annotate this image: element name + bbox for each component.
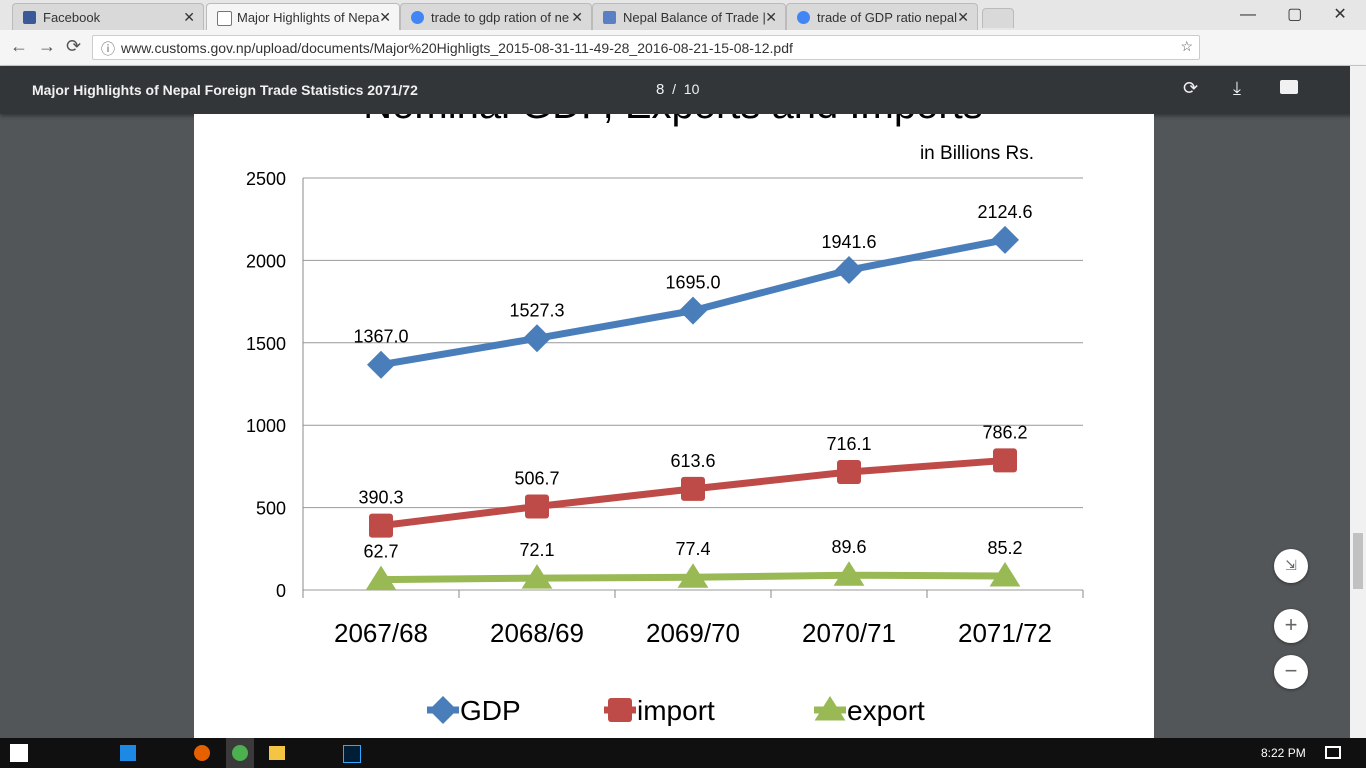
- app-icon[interactable]: [269, 746, 285, 760]
- data-label: 390.3: [358, 488, 403, 508]
- window-controls[interactable]: — ▢ ✕: [1240, 6, 1347, 23]
- notifications[interactable]: [1325, 746, 1341, 759]
- marker: [835, 256, 863, 285]
- marker: [837, 459, 861, 484]
- scrollbar[interactable]: [1350, 66, 1366, 738]
- scroll-thumb[interactable]: [1353, 533, 1363, 589]
- y-tick-label: 2500: [246, 169, 286, 189]
- y-tick-label: 1000: [246, 416, 286, 436]
- marker: [993, 448, 1017, 473]
- page-separator: /: [672, 81, 677, 97]
- data-label: 89.6: [831, 537, 866, 557]
- taskbar: 8:22 PM: [0, 738, 1366, 768]
- y-tick-label: 2000: [246, 251, 286, 271]
- unit-label: in Billions Rs.: [920, 143, 1034, 164]
- address-bar[interactable]: ⓘ www.customs.gov.np/upload/documents/Maj…: [92, 35, 1200, 60]
- x-tick-label: 2069/70: [646, 618, 740, 648]
- y-tick-label: 500: [256, 499, 286, 519]
- legend-label: GDP: [460, 695, 521, 726]
- data-label: 1367.0: [353, 327, 408, 347]
- page-indicator: 8 / 10: [656, 81, 699, 98]
- marker: [369, 513, 393, 538]
- tab[interactable]: trade to gdp ration of ne ✕: [400, 3, 592, 30]
- marker: [365, 565, 397, 591]
- info-icon: ⓘ: [101, 41, 115, 57]
- y-tick-label: 0: [276, 581, 286, 601]
- legend-label: export: [847, 695, 925, 726]
- x-tick-label: 2071/72: [958, 618, 1052, 648]
- chart: Nominal GDP, Exports and Imports in Bill…: [246, 83, 1084, 726]
- marker: [679, 296, 707, 325]
- data-label: 85.2: [987, 538, 1022, 558]
- clock[interactable]: 8:22 PM: [1261, 746, 1306, 760]
- data-label: 1941.6: [821, 232, 876, 252]
- download-button[interactable]: ⤓: [1233, 78, 1241, 98]
- page-current[interactable]: 8: [656, 81, 665, 98]
- legend-label: import: [637, 695, 715, 726]
- pdf-title: Major Highlights of Nepal Foreign Trade …: [32, 82, 418, 98]
- marker: [523, 324, 551, 353]
- legend-marker: [429, 696, 457, 724]
- y-tick-label: 1500: [246, 334, 286, 354]
- zoom-in[interactable]: +: [1274, 609, 1308, 643]
- rotate-button[interactable]: ⟳: [1183, 78, 1199, 98]
- marker: [521, 564, 553, 589]
- data-label: 62.7: [363, 542, 398, 562]
- marker: [525, 494, 549, 519]
- app-icon[interactable]: [120, 745, 136, 761]
- data-label: 77.4: [675, 539, 710, 559]
- fit-button[interactable]: ⇲: [1274, 549, 1308, 583]
- pdf-page: Nominal GDP, Exports and Imports in Bill…: [194, 83, 1154, 738]
- tab[interactable]: Nepal Balance of Trade | ✕: [592, 3, 786, 30]
- tab-title: Nepal Balance of Trade |: [623, 10, 766, 25]
- pdf-toolbar: Major Highlights of Nepal Foreign Trade …: [0, 66, 1366, 114]
- tab-title: trade to gdp ration of ne: [431, 10, 570, 25]
- app-icon[interactable]: [194, 745, 210, 761]
- data-label: 72.1: [519, 540, 554, 560]
- data-label: 1527.3: [509, 300, 564, 320]
- tab-title: Facebook: [43, 10, 101, 25]
- legend-marker: [814, 696, 846, 721]
- data-label: 2124.6: [977, 202, 1032, 222]
- x-tick-label: 2068/69: [490, 618, 584, 648]
- legend-marker: [608, 698, 632, 722]
- data-label: 716.1: [826, 434, 871, 454]
- chart-title: Nominal GDP, Exports and Imports: [363, 114, 983, 127]
- app-icon[interactable]: [343, 745, 361, 763]
- marker: [681, 476, 705, 501]
- data-label: 786.2: [982, 422, 1027, 442]
- tab[interactable]: Major Highlights of Nepa ✕: [206, 3, 400, 30]
- x-tick-label: 2070/71: [802, 618, 896, 648]
- start-button[interactable]: [10, 744, 28, 762]
- marker: [367, 350, 395, 379]
- data-label: 613.6: [670, 451, 715, 471]
- marker: [989, 561, 1021, 587]
- data-label: 1695.0: [665, 273, 720, 293]
- zoom-out[interactable]: −: [1274, 655, 1308, 689]
- url: www.customs.gov.np/upload/documents/Majo…: [121, 40, 793, 56]
- tab[interactable]: Facebook ✕: [12, 3, 204, 30]
- marker: [991, 225, 1019, 254]
- tab-title: trade of GDP ratio nepal: [817, 10, 957, 25]
- bookmark-star[interactable]: ☆: [1180, 38, 1193, 54]
- tab-title: Major Highlights of Nepa: [237, 10, 380, 25]
- data-label: 506.7: [514, 468, 559, 488]
- x-tick-label: 2067/68: [334, 618, 428, 648]
- page-total: 10: [683, 81, 700, 97]
- tab-bar: Facebook ✕ Major Highlights of Nepa ✕ trad…: [0, 0, 1366, 30]
- nav-buttons[interactable]: ← → ⟳: [10, 36, 82, 56]
- marker: [833, 561, 865, 586]
- tab[interactable]: trade of GDP ratio nepal ✕: [786, 3, 978, 30]
- app-icon-active[interactable]: [226, 738, 254, 768]
- marker: [677, 563, 709, 588]
- print-button[interactable]: [1280, 80, 1298, 94]
- new-tab[interactable]: [982, 8, 1014, 28]
